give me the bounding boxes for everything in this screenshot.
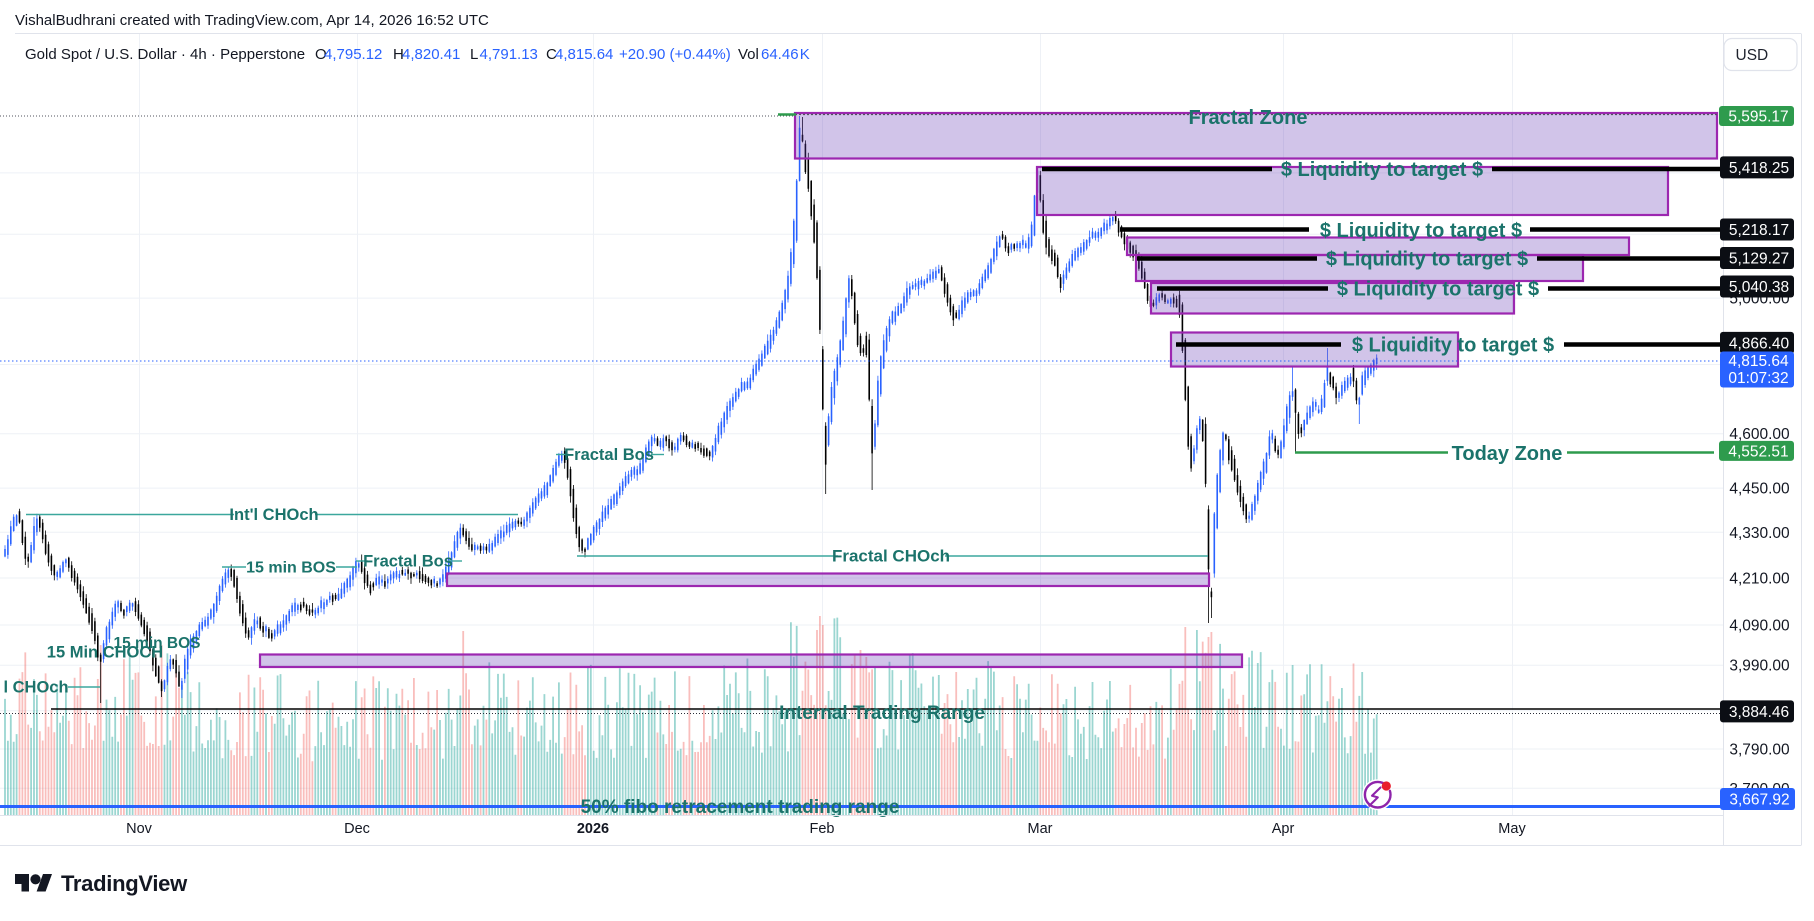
svg-text:l CHOch: l CHOch (3, 679, 68, 697)
svg-text:$ Liquidity to target $: $ Liquidity to target $ (1326, 249, 1528, 271)
svg-text:Feb: Feb (810, 821, 835, 837)
svg-text:VishalBudhrani created with Tr: VishalBudhrani created with TradingView.… (15, 12, 489, 29)
svg-text:3,790.00: 3,790.00 (1729, 742, 1790, 759)
svg-text:4,600.00: 4,600.00 (1729, 426, 1790, 443)
svg-text:4,552.51: 4,552.51 (1728, 443, 1788, 460)
svg-text:TradingView: TradingView (61, 871, 188, 896)
svg-text:4,791.13: 4,791.13 (480, 46, 538, 63)
svg-text:$ Liquidity to target $: $ Liquidity to target $ (1320, 220, 1522, 242)
svg-text:Nov: Nov (126, 821, 153, 837)
svg-text:2026: 2026 (577, 821, 609, 837)
svg-text:Fractal Zone: Fractal Zone (1189, 107, 1308, 129)
svg-text:May: May (1498, 821, 1526, 837)
svg-text:$ Liquidity to target $: $ Liquidity to target $ (1281, 159, 1483, 181)
svg-text:Gold Spot / U.S. Dollar · 4h ·: Gold Spot / U.S. Dollar · 4h · Peppersto… (25, 46, 305, 63)
svg-text:H: H (393, 46, 404, 63)
svg-text:Apr: Apr (1272, 821, 1295, 837)
svg-text:4,815.64: 4,815.64 (1728, 353, 1789, 370)
svg-text:01:07:32: 01:07:32 (1728, 370, 1788, 387)
svg-text:4,795.12: 4,795.12 (324, 46, 382, 63)
svg-text:5,218.17: 5,218.17 (1729, 222, 1789, 239)
svg-text:15 min BOS: 15 min BOS (114, 635, 201, 652)
svg-text:Internal Trading Range: Internal Trading Range (779, 703, 985, 724)
svg-text:4,815.64: 4,815.64 (555, 46, 613, 63)
svg-text:Vol: Vol (738, 46, 759, 63)
svg-text:15 Min CHOCH: 15 Min CHOCH (47, 644, 163, 662)
svg-text:15 min BOS: 15 min BOS (246, 560, 336, 577)
svg-text:4,866.40: 4,866.40 (1729, 335, 1790, 352)
svg-text:4,450.00: 4,450.00 (1729, 481, 1790, 498)
svg-text:O: O (315, 46, 327, 63)
svg-text:C: C (546, 46, 557, 63)
svg-text:L: L (470, 46, 478, 63)
svg-text:3,884.46: 3,884.46 (1729, 704, 1789, 721)
svg-text:Int'l CHOch: Int'l CHOch (229, 506, 318, 524)
svg-text:Fractal Bos: Fractal Bos (564, 446, 654, 464)
svg-text:+20.90 (+0.44%): +20.90 (+0.44%) (619, 46, 731, 63)
svg-text:Today Zone: Today Zone (1452, 443, 1563, 465)
svg-text:64.46 K: 64.46 K (761, 46, 810, 63)
svg-text:Fractal Bos: Fractal Bos (363, 553, 453, 571)
svg-text:5,129.27: 5,129.27 (1729, 251, 1789, 268)
svg-text:Mar: Mar (1028, 821, 1053, 837)
svg-text:50% fibo retracement trading r: 50% fibo retracement trading range (581, 797, 900, 818)
svg-text:USD: USD (1736, 47, 1769, 64)
svg-text:4,330.00: 4,330.00 (1729, 525, 1790, 542)
svg-text:5,418.25: 5,418.25 (1729, 160, 1789, 177)
svg-text:5,040.38: 5,040.38 (1729, 279, 1789, 296)
svg-text:4,210.00: 4,210.00 (1729, 571, 1790, 588)
svg-text:3,667.92: 3,667.92 (1729, 792, 1789, 809)
svg-text:$ Liquidity to target $: $ Liquidity to target $ (1352, 335, 1554, 357)
svg-text:4,820.41: 4,820.41 (402, 46, 460, 63)
svg-text:3,990.00: 3,990.00 (1729, 658, 1790, 675)
svg-text:Fractal CHOch: Fractal CHOch (832, 547, 950, 566)
svg-text:4,090.00: 4,090.00 (1729, 618, 1790, 635)
svg-text:Dec: Dec (344, 821, 370, 837)
svg-text:5,595.17: 5,595.17 (1728, 109, 1788, 126)
svg-text:$ Liquidity to target $: $ Liquidity to target $ (1337, 279, 1539, 301)
